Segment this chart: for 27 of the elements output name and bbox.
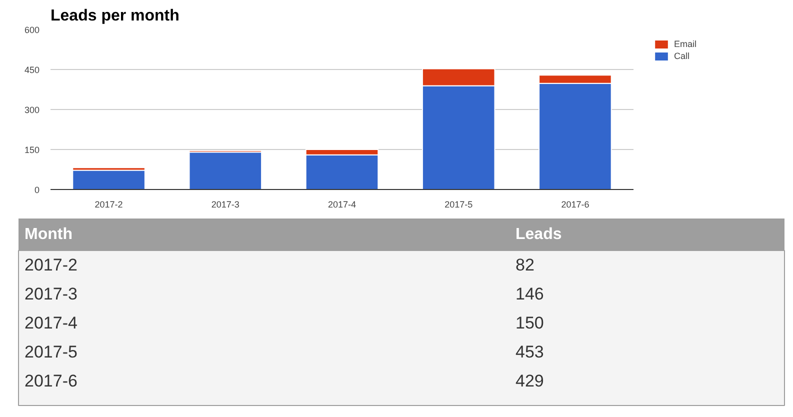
category-label: 2017-4	[24, 314, 78, 332]
data-label: 82	[516, 256, 534, 274]
x-tick-label: 2017-4	[328, 200, 356, 210]
data-label: 150	[516, 314, 544, 332]
x-tick-label: 2017-5	[444, 200, 473, 210]
y-tick-label: 300	[24, 105, 40, 115]
y-tick-label: 0	[34, 185, 40, 195]
x-tick-label: 2017-6	[561, 200, 590, 210]
category-label: 2017-3	[24, 284, 78, 304]
data-label: 146	[516, 284, 544, 304]
bar	[188, 152, 262, 190]
text: Leads	[516, 226, 562, 243]
category-label: 2017-5	[24, 342, 78, 362]
y-tick-label: 150	[24, 145, 40, 155]
data-label: 429	[516, 372, 544, 390]
y-tick-label: 600	[24, 25, 40, 35]
category-label: 2017-6	[24, 372, 78, 390]
x-tick-label: 2017-3	[211, 200, 240, 210]
data-label: 453	[516, 342, 544, 362]
chart-title: Leads per month	[50, 8, 180, 24]
x-tick-label: 2017-2	[94, 200, 123, 210]
legend-label: Call	[674, 51, 691, 61]
y-tick-label: 450	[24, 65, 40, 75]
text: Month	[24, 226, 72, 243]
category-label: 2017-2	[24, 256, 78, 274]
bar	[72, 170, 146, 190]
legend-label: Email	[674, 39, 697, 49]
